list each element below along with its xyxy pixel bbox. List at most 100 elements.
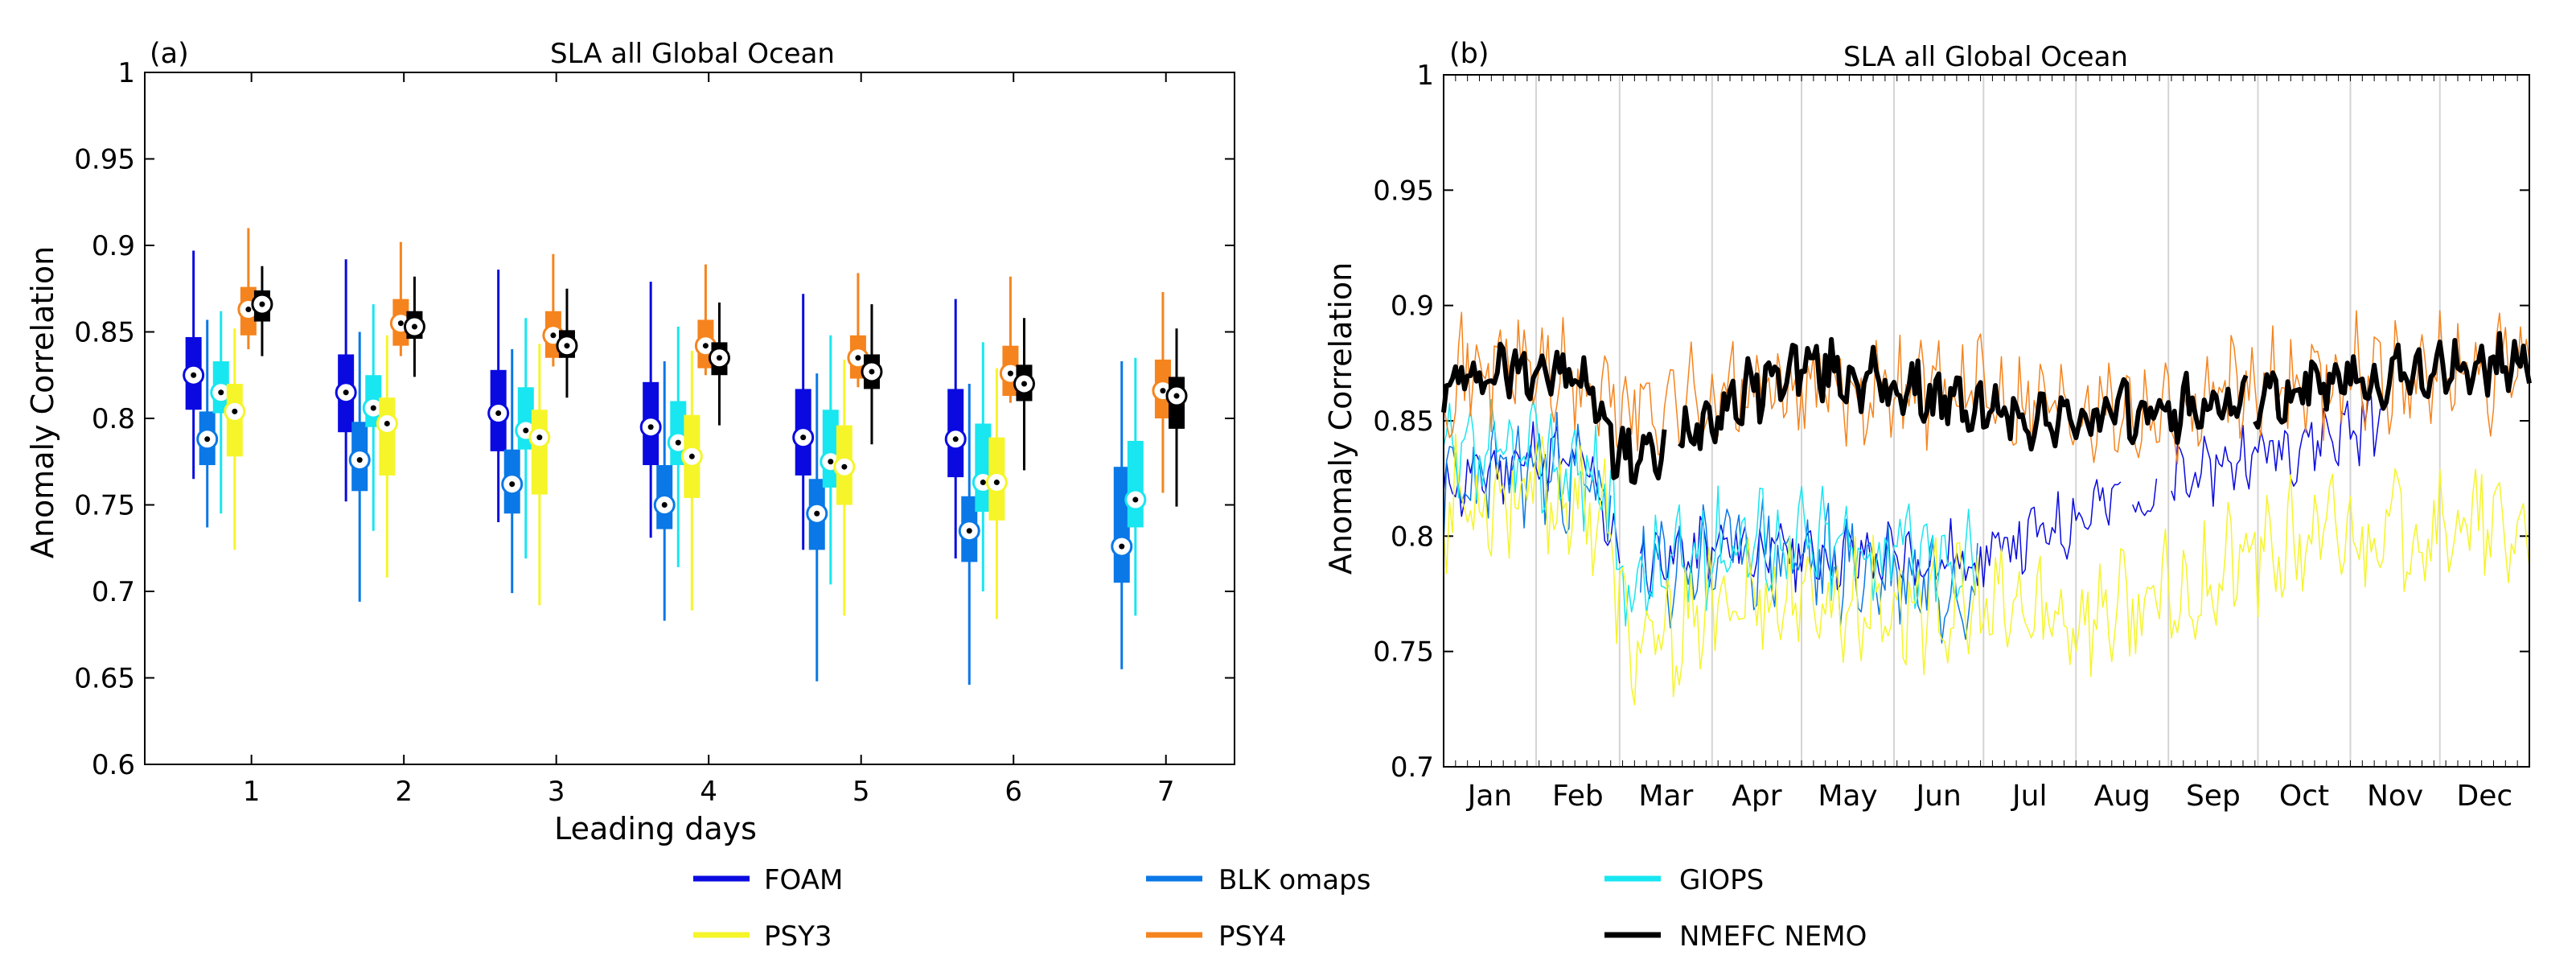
panel-a-xlabel: Leading days [554,811,757,846]
b-month-label-apr: Apr [1732,780,1781,813]
a-median-dot-giops-day5 [828,459,834,465]
a-median-dot-psy4-day3 [550,332,557,339]
a-xtick-label-2: 3 [548,776,565,808]
a-median-dot-psy3-day5 [841,463,848,470]
legend: FOAM BLK omaps GIOPS PSY3 PSY4 NMEFC NEM… [693,864,1867,953]
panel-b-axes-frame [1443,74,2530,768]
a-xtick-label-4: 5 [853,776,870,808]
b-line-nmefc-nemo-segment-1 [1678,336,2249,452]
a-median-dot-nmefc-nemo-day4 [716,355,722,361]
b-month-label-oct: Oct [2279,780,2329,813]
b-ytick-label-2: 0.8 [1391,521,1434,553]
a-median-dot-psy3-day6 [993,480,1000,486]
b-minor-day-ticks [1443,75,2530,767]
a-median-dot-giops-day7 [1132,496,1139,503]
panel-b-y-ticks: 0.7 0.75 0.8 0.85 0.9 0.95 1 [1373,60,2530,784]
a-median-dot-psy3-day3 [536,434,543,441]
b-ytick-label-0: 0.7 [1391,751,1434,784]
b-month-label-jul: Jul [2011,780,2047,813]
a-median-dot-foam-day2 [343,389,349,396]
a-median-dot-psy3-day2 [384,420,390,426]
a-ytick-label-1: 0.65 [74,663,135,695]
legend-item-nmefc-nemo: NMEFC NEMO [1604,920,1867,953]
a-median-dot-foam-day3 [495,410,502,417]
a-box-psy3-day3 [531,410,548,495]
a-median-dot-blk-omaps-day3 [509,481,516,488]
legend-label-blk-omaps: BLK omaps [1218,864,1370,896]
panel-a-label: (a) [150,38,189,70]
legend-label-psy4: PSY4 [1218,920,1287,953]
b-line-foam-segment-2 [2132,478,2158,517]
a-median-dot-psy4-day1 [245,307,252,313]
a-box-giops-day5 [822,410,839,488]
legend-item-giops: GIOPS [1604,864,1764,896]
a-box-giops-day6 [975,423,992,513]
b-month-label-dec: Dec [2457,780,2513,813]
b-line-foam-segment-1 [1640,479,2122,599]
legend-item-foam: FOAM [693,864,843,896]
b-line-nmefc-nemo-segment-0 [1441,341,1667,485]
legend-label-nmefc-nemo: NMEFC NEMO [1679,920,1867,953]
a-median-dot-giops-day4 [675,439,681,446]
b-month-label-may: May [1818,780,1877,813]
a-ytick-label-6: 0.9 [92,230,135,262]
b-ytick-label-5: 0.95 [1373,175,1434,207]
a-median-dot-blk-omaps-day4 [661,502,668,508]
panel-b-month-labels: Jan Feb Mar Apr May Jun Jul Aug Sep Oct Nov Dec [1466,780,2512,813]
b-line-psy4-segment-0 [1443,310,2530,465]
a-box-giops-day7 [1127,440,1144,528]
b-month-label-sep: Sep [2186,780,2241,813]
a-median-dot-giops-day1 [218,389,224,396]
legend-item-psy3: PSY3 [693,920,832,953]
a-median-dot-foam-day6 [952,436,959,443]
a-median-dot-psy4-day7 [1160,388,1166,394]
b-ytick-label-6: 1 [1416,60,1434,92]
a-xtick-label-6: 7 [1157,776,1175,808]
a-median-dot-psy4-day2 [397,320,404,327]
a-xtick-label-5: 6 [1005,776,1022,808]
legend-item-blk-omaps: BLK omaps [1146,864,1370,896]
legend-label-giops: GIOPS [1679,864,1764,896]
b-month-label-mar: Mar [1638,780,1693,813]
a-ytick-label-7: 0.95 [74,144,135,176]
b-line-nmefc-nemo-segment-2 [2253,331,2532,430]
a-series-psy3 [224,328,1008,620]
b-line-foam-segment-3 [2171,395,2381,507]
a-ytick-label-8: 1 [117,57,135,89]
a-series-psy4 [237,228,1174,493]
a-median-dot-psy3-day4 [688,453,695,459]
b-ytick-label-1: 0.75 [1373,636,1434,669]
b-month-label-feb: Feb [1552,780,1604,813]
panel-a-x-ticks: 1 2 3 4 5 6 7 [243,72,1175,808]
panel-b-label: (b) [1449,38,1489,70]
a-xtick-label-0: 1 [243,776,261,808]
a-ytick-label-2: 0.7 [92,576,135,608]
a-median-dot-blk-omaps-day5 [814,510,820,517]
panel-b-title: SLA all Global Ocean [1843,41,2128,73]
a-median-dot-giops-day3 [523,427,529,434]
panel-b-ylabel: Anomaly Correlation [1323,262,1358,574]
a-median-dot-psy4-day4 [702,343,709,349]
a-ytick-label-3: 0.75 [74,490,135,522]
panel-b-series-lines [1441,310,2532,706]
panel-a-axes-frame [144,72,1235,765]
panel-a-boxplots [183,228,1188,686]
panel-b: (b) SLA all Global Ocean Anomaly Correla… [1323,38,2532,813]
a-median-dot-foam-day4 [647,424,654,430]
b-month-label-jun: Jun [1915,780,1962,813]
legend-label-foam: FOAM [764,864,843,896]
a-xtick-label-1: 2 [395,776,413,808]
panel-a-title: SLA all Global Ocean [550,38,835,70]
a-median-dot-psy4-day6 [1007,370,1013,377]
legend-label-psy3: PSY3 [764,920,832,953]
a-ytick-label-0: 0.6 [92,749,135,781]
legend-item-psy4: PSY4 [1146,920,1287,953]
panel-a-ylabel: Anomaly Correlation [25,246,60,558]
a-median-dot-nmefc-nemo-day5 [869,369,875,375]
a-box-psy3-day2 [379,397,396,476]
a-median-dot-nmefc-nemo-day3 [564,343,570,349]
a-median-dot-foam-day5 [800,434,807,441]
a-median-dot-nmefc-nemo-day2 [411,323,417,330]
panel-a: (a) SLA all Global Ocean Anomaly Correla… [25,38,1235,846]
